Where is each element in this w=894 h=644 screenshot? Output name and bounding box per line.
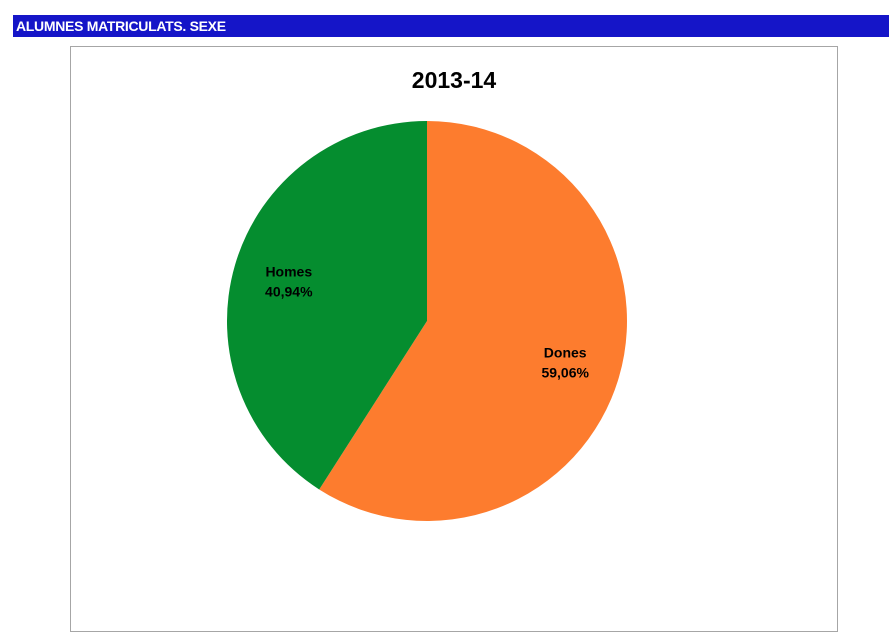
pie-slices xyxy=(226,121,627,521)
slice-label-dones: Dones xyxy=(544,344,587,360)
pie-labels: Dones 59,06% Homes 40,94% xyxy=(265,264,589,381)
pie-chart: 2013-14 Dones 59,06% Homes 40,94% xyxy=(226,67,627,521)
section-header: ALUMNES MATRICULATS. SEXE xyxy=(13,15,889,37)
slice-value-homes: 40,94% xyxy=(265,284,313,300)
slice-value-dones: 59,06% xyxy=(541,364,589,380)
chart-area: 2013-14 Dones 59,06% Homes 40,94% xyxy=(70,46,838,632)
section-title: ALUMNES MATRICULATS. SEXE xyxy=(16,18,226,34)
chart-title: 2013-14 xyxy=(412,67,497,93)
pie-slice-homes xyxy=(226,121,427,490)
pie-slice-dones xyxy=(319,121,627,521)
slice-label-homes: Homes xyxy=(265,264,312,280)
